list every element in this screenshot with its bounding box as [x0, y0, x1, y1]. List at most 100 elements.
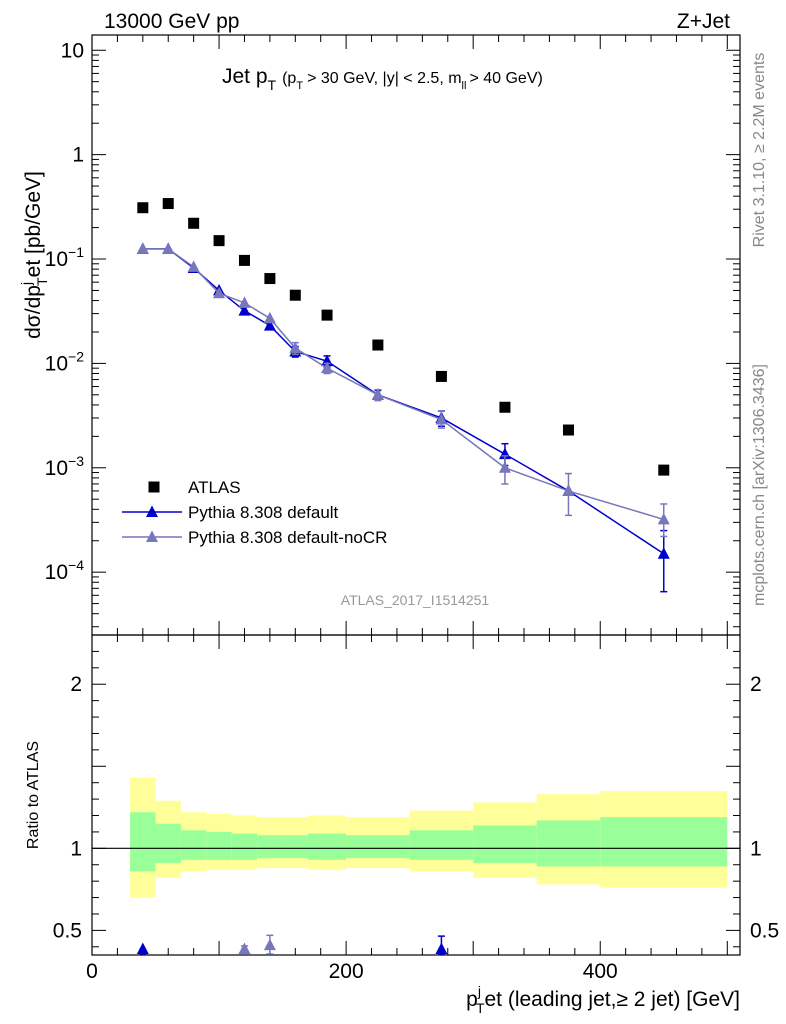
y-tick-label-base: 10 [45, 248, 68, 271]
data-point [371, 388, 384, 400]
y-tick-label-base: 10 [45, 561, 68, 584]
legend-marker [146, 505, 158, 517]
main-y-label-sub: T [34, 277, 50, 286]
y-tick-label-exponent: −2 [68, 348, 84, 364]
data-point [162, 198, 174, 210]
x-axis-label-sup: j [477, 983, 481, 999]
main-series [136, 198, 670, 593]
main-title-cuts-end: > 40 GeV) [469, 70, 542, 87]
main-y-label: dσ/dpjTet [pb/GeV] [18, 171, 50, 339]
x-axis-label-rest: et (leading jet,≥ 2 jet) [GeV] [485, 988, 741, 1011]
legend-label: ATLAS [188, 478, 241, 497]
y-tick-label-exponent: −1 [68, 244, 84, 260]
main-title: Jet pT (pT > 30 GeV, |y| < 2.5, mll > 40 Ge… [222, 65, 543, 93]
ratio-series-pythia-8-308-default-nocr [238, 934, 276, 955]
data-point [238, 254, 250, 266]
ratio-axes: 0 200 400 2 2 1 1 0.5 0.5 [53, 634, 779, 983]
legend-marker [148, 481, 160, 493]
x-axis-label-sub: T [476, 1000, 485, 1016]
legend-item: Pythia 8.308 default-noCR [122, 528, 387, 547]
mcplots-label: mcplots.cern.ch [arXiv:1306.3436] [751, 364, 768, 606]
ratio-point [263, 938, 276, 951]
data-point [263, 319, 276, 331]
data-point [238, 304, 251, 316]
legend-label: Pythia 8.308 default [188, 503, 339, 522]
y-tick-label-base: 1 [72, 144, 84, 167]
y-tick-label: 10−1 [45, 244, 85, 271]
legend-item: ATLAS [148, 478, 241, 497]
ratio-point [435, 942, 448, 954]
x-axis-label-text: p [466, 988, 478, 1011]
ratio-band-green [180, 830, 207, 860]
ratio-band-green [536, 820, 601, 867]
data-point [264, 273, 276, 285]
data-point [187, 260, 200, 272]
ratio-series-pythia-8-308-default [136, 935, 448, 955]
main-title-cuts-sub2: ll [462, 80, 467, 92]
ratio-band-green [231, 833, 258, 860]
data-point [435, 370, 447, 382]
y-tick-label-exponent: −4 [68, 557, 84, 573]
main-title-cuts-rest: > 30 GeV, |y| < 2.5, m [307, 70, 461, 87]
ratio-band-green [473, 825, 537, 864]
y-tick-label: 10 [61, 39, 84, 62]
data-point [321, 309, 333, 321]
y-tick-label-base: 10 [45, 457, 68, 480]
ratio-band-green [282, 835, 308, 859]
legend: ATLAS Pythia 8.308 default Pythia 8.308 de… [122, 478, 387, 547]
data-point [562, 424, 574, 436]
data-point [289, 289, 301, 301]
y-tick-label: 10−4 [45, 557, 85, 584]
ratio-y-label: Ratio to ATLAS [25, 741, 42, 849]
main-title-text: Jet p [222, 65, 268, 88]
y-tick-label-base: 10 [45, 352, 68, 375]
ratio-series [136, 934, 448, 955]
data-point [238, 296, 251, 308]
main-title-cuts: (p [282, 70, 296, 87]
y-tick-label-exponent: −3 [68, 453, 84, 469]
y-tick-label: 1 [72, 144, 84, 167]
data-point [657, 547, 670, 559]
ratio-band-green [600, 817, 728, 867]
ratio-band-green [155, 823, 181, 864]
data-point [213, 235, 225, 247]
ratio-y-tick-label-right: 0.5 [750, 919, 779, 942]
main-title-sub: T [268, 77, 277, 93]
y-tick-label-base: 10 [61, 39, 84, 62]
ratio-band-green [206, 831, 232, 860]
ratio-band-green [346, 835, 410, 859]
x-axis-label: pj Tet (leading jet,≥ 2 jet) [GeV] [466, 983, 740, 1016]
ratio-band-green [308, 833, 347, 860]
header-left: 13000 GeV pp [104, 10, 239, 33]
ratio-point [136, 942, 149, 954]
data-point [499, 401, 511, 413]
ratio-y-tick-label-right: 1 [750, 837, 762, 860]
x-tick-label: 200 [329, 960, 364, 983]
data-point [562, 484, 575, 496]
data-point [188, 217, 200, 229]
data-point [289, 341, 302, 354]
data-point [263, 311, 276, 324]
main-y-label-sup: j [18, 282, 34, 286]
main-y-label-rest: et [pb/GeV] [22, 171, 45, 277]
data-point [658, 464, 670, 476]
ratio-band-green [409, 830, 474, 860]
analysis-id: ATLAS_2017_I1514251 [341, 592, 490, 608]
ratio-point [238, 942, 251, 954]
ratio-y-tick-label-left: 0.5 [53, 919, 82, 942]
legend-label: Pythia 8.308 default-noCR [188, 528, 387, 547]
data-point [137, 202, 149, 214]
data-point [498, 461, 511, 473]
series-pythia-8-308-default-nocr [136, 242, 670, 538]
main-title-cuts-sub: T [296, 80, 303, 92]
legend-item: Pythia 8.308 default [122, 503, 339, 522]
legend-marker [146, 530, 158, 542]
ratio-y-tick-label-left: 1 [70, 837, 82, 860]
y-tick-label: 10−2 [45, 348, 85, 375]
series-atlas [137, 198, 670, 476]
data-point [162, 242, 175, 254]
ratio-band-green [130, 812, 156, 872]
data-point [435, 413, 448, 425]
